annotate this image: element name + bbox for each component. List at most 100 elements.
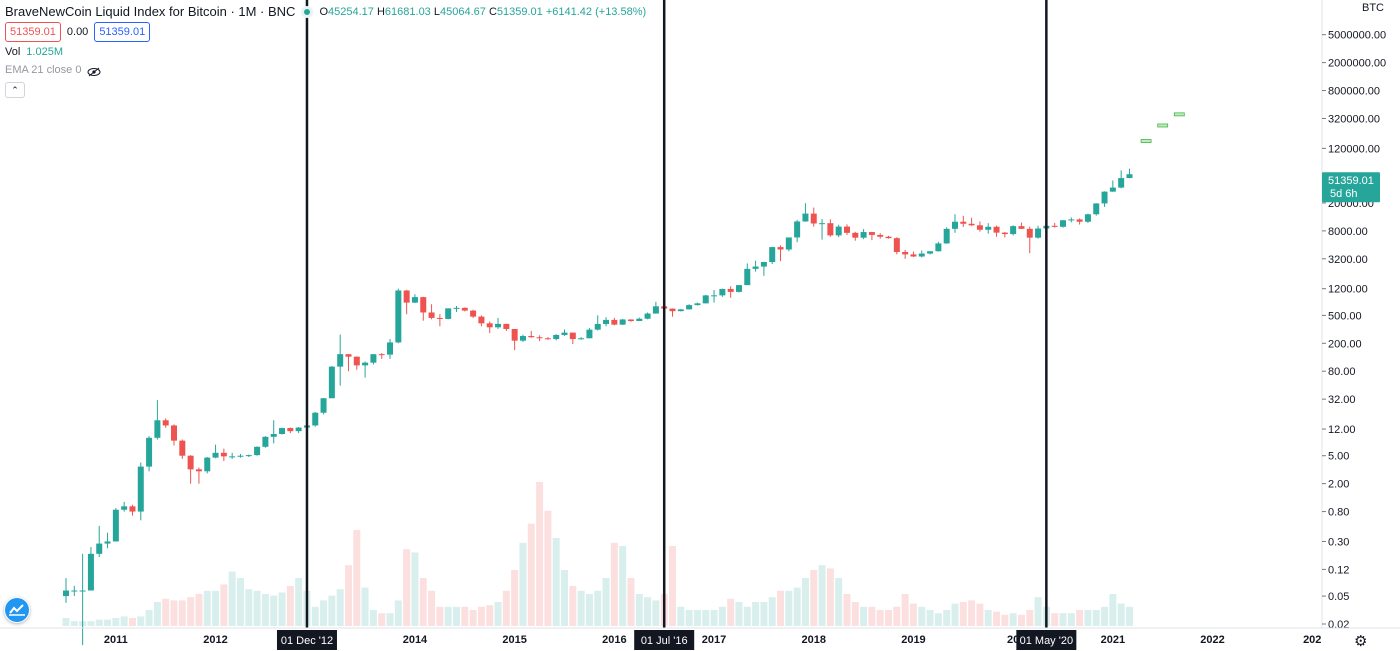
volume-bar bbox=[635, 594, 643, 626]
volume-bar bbox=[1051, 613, 1059, 626]
volume-bar bbox=[685, 610, 693, 626]
volume-bar bbox=[153, 602, 161, 626]
time-axis[interactable]: 2011 2012 2014 2015 2016 2017 2018 2019 20 2021 20… bbox=[0, 627, 1400, 650]
candle-body bbox=[893, 238, 900, 253]
candle-body bbox=[843, 226, 850, 233]
candle-body bbox=[96, 543, 103, 554]
volume-bar bbox=[959, 602, 967, 626]
volume-bar bbox=[1026, 610, 1034, 626]
candle-body bbox=[87, 553, 94, 591]
candle-body bbox=[519, 336, 526, 341]
time-tick-label: 2017 bbox=[702, 634, 726, 646]
candle-body bbox=[877, 234, 884, 237]
candle-body bbox=[154, 420, 161, 438]
candle-body bbox=[204, 457, 211, 472]
volume-bar bbox=[486, 605, 494, 626]
volume-bar bbox=[1125, 606, 1133, 626]
candle-body bbox=[860, 232, 867, 238]
volume-legend[interactable]: Vol 1.025M bbox=[5, 43, 646, 61]
volume-bar bbox=[752, 602, 760, 626]
volume-bar bbox=[245, 589, 253, 626]
candle-body bbox=[63, 590, 69, 597]
forecast-markers bbox=[1140, 112, 1185, 143]
volume-bar bbox=[253, 590, 261, 626]
marker-date-badge[interactable] bbox=[276, 630, 337, 650]
ema-legend[interactable]: EMA 21 close 0 bbox=[5, 61, 646, 79]
volume-bar bbox=[361, 587, 369, 626]
volume-bar bbox=[727, 598, 735, 626]
volume-bar bbox=[810, 570, 818, 626]
eye-hidden-icon[interactable] bbox=[87, 65, 101, 77]
candle-body bbox=[760, 262, 767, 267]
candle-body bbox=[852, 232, 859, 238]
candle-body bbox=[378, 354, 385, 356]
volume-bar bbox=[1001, 614, 1009, 626]
volume-bar bbox=[627, 578, 635, 626]
candle-body bbox=[777, 247, 784, 250]
volume-bar bbox=[394, 600, 402, 626]
volume-bar bbox=[934, 613, 942, 626]
candle-body bbox=[370, 354, 377, 363]
volume-bar bbox=[502, 590, 510, 626]
candle-body bbox=[220, 452, 227, 457]
forecast-marker bbox=[1173, 112, 1185, 117]
volume-bar bbox=[693, 610, 701, 626]
volume-bar bbox=[702, 610, 710, 626]
candle-body bbox=[137, 466, 144, 512]
volume-bar bbox=[602, 578, 610, 626]
volume-bar bbox=[428, 590, 436, 626]
candle-body bbox=[320, 398, 327, 413]
marker-date-badge[interactable] bbox=[634, 630, 695, 650]
marker-date-badge[interactable] bbox=[1016, 630, 1077, 650]
candle-body bbox=[1010, 226, 1017, 235]
buy-button[interactable]: 51359.01 bbox=[94, 22, 151, 42]
volume-bar bbox=[170, 600, 178, 626]
candle-body bbox=[470, 310, 477, 317]
volume-bar bbox=[1117, 603, 1125, 626]
volume-bar bbox=[112, 618, 120, 626]
candle-body bbox=[79, 590, 86, 592]
candle-body bbox=[1101, 191, 1108, 204]
symbol-title[interactable]: BraveNewCoin Liquid Index for Bitcoin · … bbox=[5, 4, 296, 19]
marker-date-label: 01 May '20 bbox=[1020, 635, 1073, 647]
price-tick-label: 0.05 bbox=[1328, 591, 1349, 603]
volume-bar bbox=[860, 606, 868, 626]
volume-bar bbox=[943, 610, 951, 626]
volume-bar bbox=[295, 578, 303, 626]
volume-bar bbox=[1067, 613, 1075, 626]
volume-bar bbox=[843, 594, 851, 626]
volume-bar bbox=[1084, 610, 1092, 626]
volume-bar bbox=[278, 592, 286, 626]
sell-button[interactable]: 51359.01 bbox=[5, 22, 61, 42]
volume-bar bbox=[619, 546, 627, 626]
gear-icon[interactable]: ⚙ bbox=[1354, 633, 1368, 650]
volume-bar bbox=[519, 542, 527, 626]
volume-bar bbox=[212, 590, 220, 626]
candle-body bbox=[445, 308, 452, 319]
price-axis-background bbox=[1322, 0, 1400, 651]
price-axis[interactable]: 5000000.00 2000000.00 800000.00 320000.00 12… bbox=[1321, 0, 1400, 651]
candle-body bbox=[1118, 178, 1125, 188]
volume-bar bbox=[137, 616, 145, 626]
trade-row: 51359.01 0.00 51359.01 bbox=[5, 22, 646, 42]
volume-bar bbox=[536, 482, 544, 626]
volume-bar bbox=[835, 578, 843, 626]
candle-body bbox=[603, 319, 610, 324]
last-price-label: 51359.01 bbox=[1328, 175, 1374, 187]
price-tick-label: 0.12 bbox=[1328, 564, 1349, 576]
volume-bar bbox=[62, 618, 70, 626]
candle-body bbox=[195, 469, 202, 472]
volume-bar bbox=[87, 621, 95, 626]
chevron-up-icon: ⌃ bbox=[11, 85, 19, 95]
candle-body bbox=[578, 338, 585, 340]
volume-bar bbox=[469, 610, 477, 626]
market-status-icon[interactable] bbox=[301, 6, 314, 18]
candle-body bbox=[237, 455, 244, 457]
last-price-badge[interactable] bbox=[1322, 172, 1380, 203]
candle-body bbox=[960, 221, 967, 224]
candle-body bbox=[171, 425, 178, 441]
tradingview-logo[interactable] bbox=[4, 597, 30, 623]
price-tick-label: 0.30 bbox=[1328, 536, 1349, 548]
collapse-legend-button[interactable]: ⌃ bbox=[5, 82, 25, 98]
